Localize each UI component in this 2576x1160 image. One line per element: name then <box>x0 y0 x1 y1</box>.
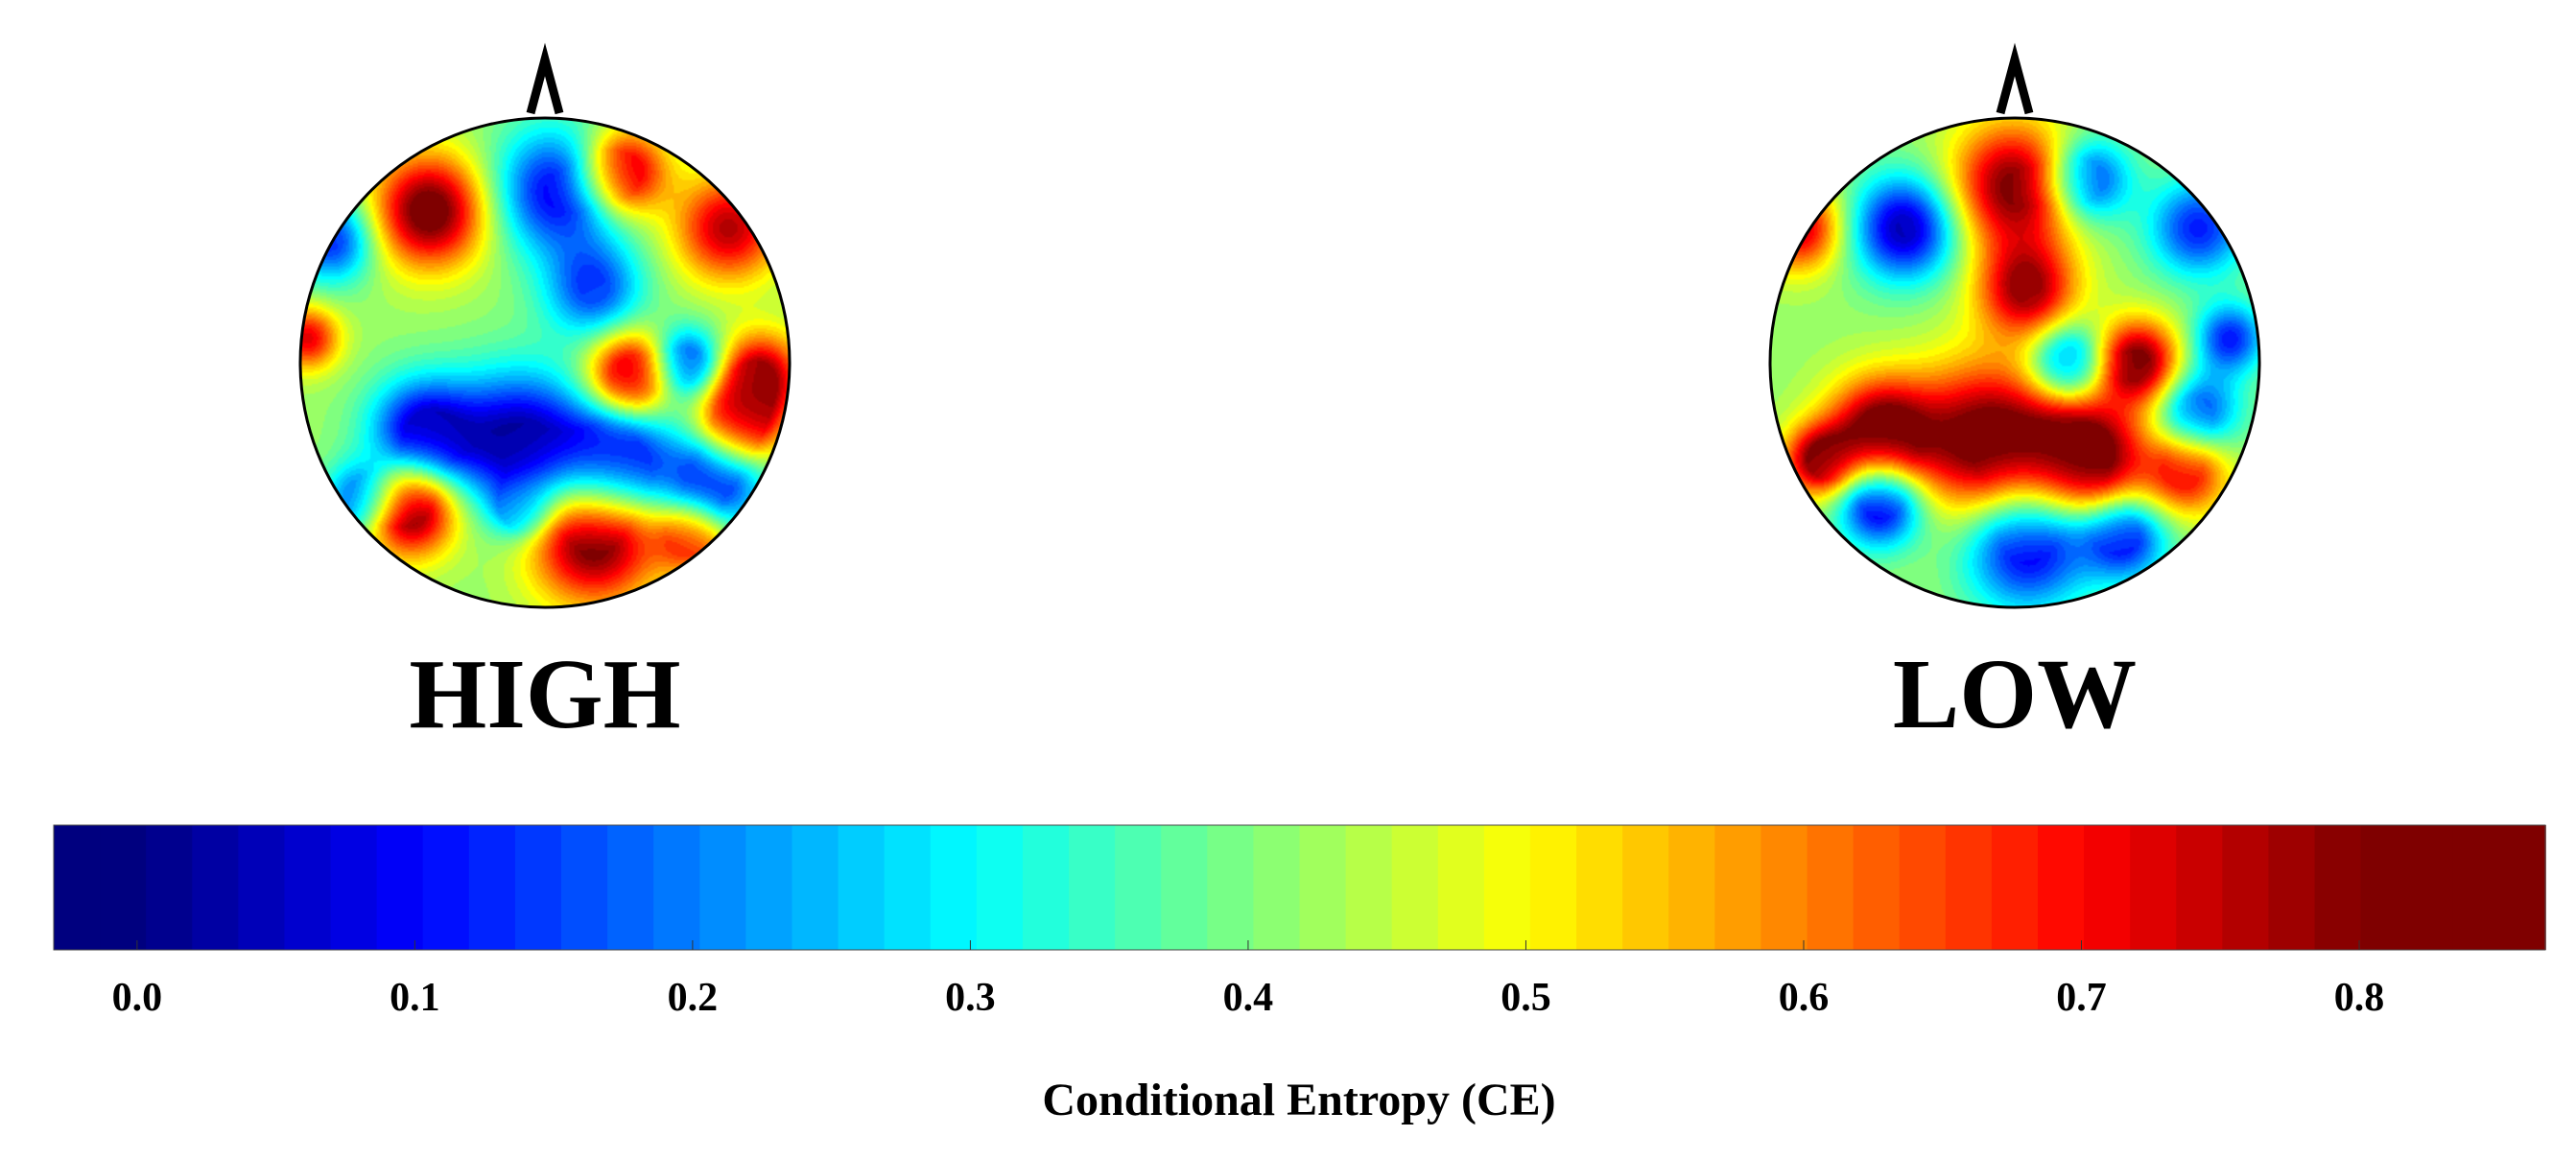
colorbar-segment <box>2314 825 2362 950</box>
colorbar-segment <box>884 825 932 950</box>
colorbar-segment <box>2084 825 2131 950</box>
colorbar-tick-label: 0.1 <box>390 976 440 1020</box>
colorbar-segment <box>1761 825 1808 950</box>
colorbar-segment <box>284 825 332 950</box>
colorbar-segment <box>2268 825 2316 950</box>
colorbar-border <box>53 824 2546 951</box>
colorbar-segment <box>2130 825 2178 950</box>
colorbar-segment <box>514 825 562 950</box>
colorbar-tick-label: 0.7 <box>2056 976 2107 1020</box>
colorbar-segment <box>1529 825 1577 950</box>
colorbar-tick-label: 0.4 <box>1223 976 1274 1020</box>
colorbar-segment <box>2222 825 2270 950</box>
colorbar-segment <box>2360 825 2408 950</box>
colorbar-label: Conditional Entropy (CE) <box>1042 1075 1555 1125</box>
topomap-high: HIGH <box>298 42 792 749</box>
colorbar-segment <box>1115 825 1163 950</box>
colorbar-segment <box>1853 825 1901 950</box>
map-label-high: HIGH <box>409 639 680 749</box>
colorbar-segment <box>1483 825 1531 950</box>
colorbar-segment <box>192 825 240 950</box>
colorbar-segment <box>1807 825 1855 950</box>
colorbar-segment <box>1345 825 1393 950</box>
colorbar-segment <box>561 825 608 950</box>
colorbar-tick-label: 0.5 <box>1501 976 1551 1020</box>
topomap-low: LOW <box>1768 42 2261 749</box>
colorbar-tick-label: 0.0 <box>112 976 163 1020</box>
colorbar-segment <box>146 825 194 950</box>
colorbar-segment <box>376 825 424 950</box>
colorbar-segment <box>1253 825 1301 950</box>
colorbar-segment <box>1069 825 1116 950</box>
colorbar-segment <box>1622 825 1670 950</box>
nose-marker-low <box>1996 42 2034 115</box>
colorbar-segment <box>2176 825 2224 950</box>
colorbar-tick-label: 0.8 <box>2334 976 2385 1020</box>
colorbar-segment <box>653 825 701 950</box>
colorbar-segment <box>699 825 747 950</box>
colorbar-tick-label: 0.2 <box>668 976 719 1020</box>
colorbar-segment <box>1207 825 1255 950</box>
colorbar-segment <box>330 825 378 950</box>
colorbar-segment <box>1299 825 1347 950</box>
colorbar-segment <box>930 825 978 950</box>
colorbar-segment <box>2406 825 2454 950</box>
head-outline-high <box>298 116 792 609</box>
colorbar-segment <box>2037 825 2085 950</box>
colorbar-tick-label: 0.6 <box>1779 976 1830 1020</box>
colorbar-segment <box>745 825 793 950</box>
colorbar-segment <box>792 825 839 950</box>
colorbar-segment <box>100 825 147 950</box>
colorbar-segment <box>1991 825 2039 950</box>
topomap-low-image <box>1770 118 2259 607</box>
colorbar-segment <box>1668 825 1716 950</box>
colorbar-segment <box>1576 825 1623 950</box>
colorbar-segment <box>1714 825 1762 950</box>
colorbar-segment <box>54 825 101 950</box>
colorbar-segment <box>1899 825 1947 950</box>
colorbar-tick-label: 0.3 <box>945 976 996 1020</box>
topomap-high-image <box>300 118 790 607</box>
nose-marker-high <box>526 42 564 115</box>
colorbar-segment <box>1437 825 1485 950</box>
colorbar-segment <box>2498 825 2546 950</box>
colorbar-segment <box>1945 825 1993 950</box>
colorbar-segment <box>1022 825 1070 950</box>
map-label-low: LOW <box>1893 639 2137 749</box>
colorbar-ticks: 0.0 0.1 0.2 0.3 0.4 0.5 0.6 0.7 0.8 <box>112 940 2385 1020</box>
colorbar-segment <box>238 825 286 950</box>
colorbar-segment <box>976 825 1024 950</box>
colorbar-segment <box>1391 825 1439 950</box>
colorbar-segment <box>838 825 886 950</box>
head-outline-low <box>1768 116 2261 609</box>
colorbar-segment <box>422 825 470 950</box>
colorbar-segment <box>1161 825 1209 950</box>
colorbar-segment <box>468 825 516 950</box>
colorbar-segments <box>54 825 2546 950</box>
colorbar-segment <box>607 825 654 950</box>
colorbar-segment <box>2452 825 2500 950</box>
colorbar: 0.0 0.1 0.2 0.3 0.4 0.5 0.6 0.7 0.8 Conditional … <box>53 824 2546 1125</box>
